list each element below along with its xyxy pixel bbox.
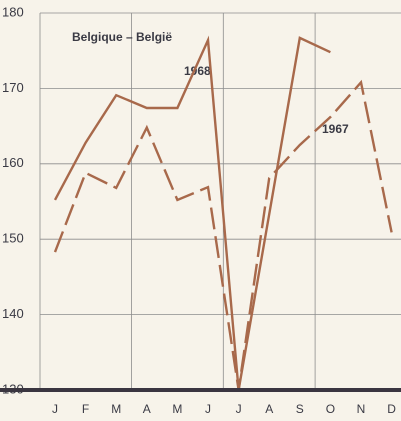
chart-title: Belgique – België: [72, 30, 172, 44]
series-line: [53, 35, 331, 391]
x-tick-label: J: [205, 402, 211, 416]
x-tick-label: A: [143, 402, 151, 416]
y-tick-label: 140: [2, 306, 24, 321]
x-tick-label: M: [111, 402, 121, 416]
y-tick-label: 170: [2, 80, 24, 95]
y-tick-label: 160: [2, 155, 24, 170]
x-tick-label: F: [82, 402, 89, 416]
x-tick-label: M: [172, 402, 182, 416]
x-tick-label: O: [326, 402, 335, 416]
series-label: 1968: [184, 64, 211, 78]
x-tick-label: S: [296, 402, 304, 416]
series-label: 1967: [322, 122, 349, 136]
x-tick-label: A: [265, 402, 273, 416]
y-tick-label: 180: [2, 4, 24, 19]
x-tick-label: J: [236, 402, 242, 416]
y-tick-label: 150: [2, 231, 24, 246]
x-tick-label: D: [387, 402, 396, 416]
x-tick-label: N: [357, 402, 366, 416]
x-tick-label: J: [52, 402, 58, 416]
